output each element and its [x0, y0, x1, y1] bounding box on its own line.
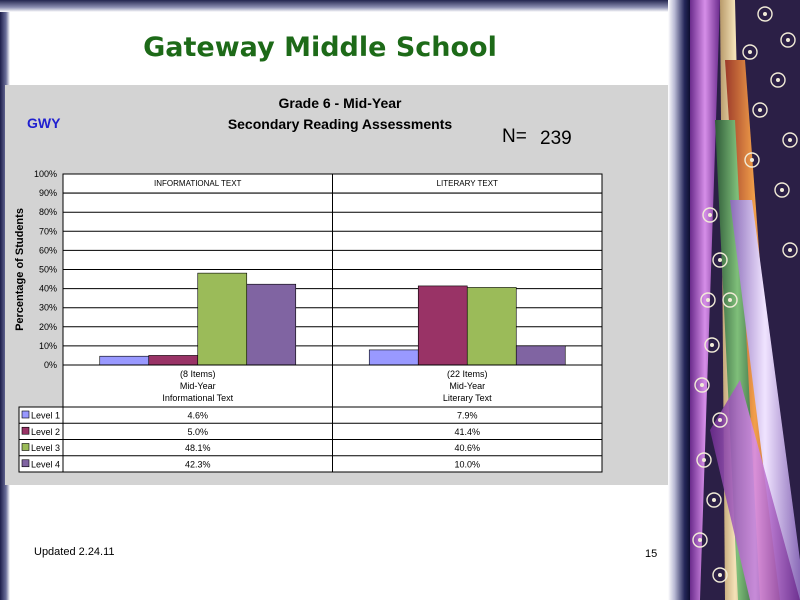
footer-updated: Updated 2.24.11: [34, 546, 115, 558]
y-tick-label: 100%: [34, 169, 57, 179]
category-label: Informational Text: [162, 393, 233, 403]
page-number: 15: [645, 548, 658, 560]
data-label: 40.6%: [454, 443, 480, 453]
category-label: Literary Text: [443, 393, 492, 403]
legend-swatch: [21, 443, 30, 451]
y-tick-label: 20%: [39, 322, 57, 332]
school-code: GWY: [27, 115, 61, 131]
category-label: (8 Items): [180, 369, 216, 379]
y-tick-label: 40%: [39, 284, 57, 294]
n-value: 239: [540, 128, 572, 149]
decorative-kimono-art: [690, 0, 800, 600]
bar: [515, 345, 566, 366]
category-label: (22 Items): [447, 369, 488, 379]
data-label: 10.0%: [454, 459, 480, 469]
y-axis-label: Percentage of Students: [14, 208, 26, 331]
legend-label: Level 4: [31, 459, 60, 469]
y-tick-label: 50%: [39, 265, 57, 275]
category-label: Mid-Year: [449, 381, 485, 391]
legend-swatch: [21, 410, 30, 419]
y-tick-label: 70%: [39, 226, 57, 236]
n-label: N=: [502, 126, 527, 147]
bar: [197, 272, 248, 366]
data-label: 4.6%: [187, 411, 208, 421]
data-label: 5.0%: [187, 427, 208, 437]
data-label: 7.9%: [457, 411, 478, 421]
bar: [368, 349, 419, 366]
decorative-panel: [690, 0, 800, 600]
slide-divider-bar: [668, 0, 690, 600]
legend-label: Level 1: [31, 411, 60, 421]
chart-title: Grade 6 - Mid-Year: [278, 95, 402, 111]
legend-swatch: [21, 426, 30, 435]
bar: [148, 355, 199, 366]
bar: [466, 287, 517, 366]
y-tick-label: 30%: [39, 303, 57, 313]
legend-label: Level 2: [31, 427, 60, 437]
data-label: 48.1%: [185, 443, 211, 453]
panel-header: LITERARY TEXT: [437, 179, 498, 188]
y-tick-label: 60%: [39, 245, 57, 255]
y-tick-label: 0%: [44, 360, 57, 370]
data-label: 42.3%: [185, 459, 211, 469]
y-tick-label: 10%: [39, 341, 57, 351]
y-tick-label: 90%: [39, 188, 57, 198]
chart-subtitle: Secondary Reading Assessments: [227, 116, 453, 132]
panel-header: INFORMATIONAL TEXT: [154, 179, 242, 188]
slide-top-edge: [0, 0, 680, 12]
y-tick-label: 80%: [39, 207, 57, 217]
category-label: Mid-Year: [180, 381, 216, 391]
bar: [99, 355, 150, 366]
bar: [246, 283, 297, 366]
legend-swatch: [21, 459, 30, 468]
legend-label: Level 3: [31, 443, 60, 453]
data-label: 41.4%: [454, 427, 480, 437]
school-title: Gateway Middle School: [143, 32, 497, 63]
bar: [417, 285, 468, 366]
